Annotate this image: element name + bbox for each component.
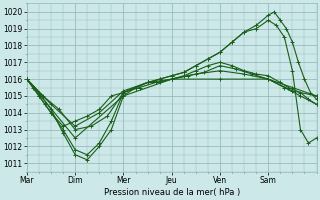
X-axis label: Pression niveau de la mer( hPa ): Pression niveau de la mer( hPa ) <box>104 188 240 197</box>
